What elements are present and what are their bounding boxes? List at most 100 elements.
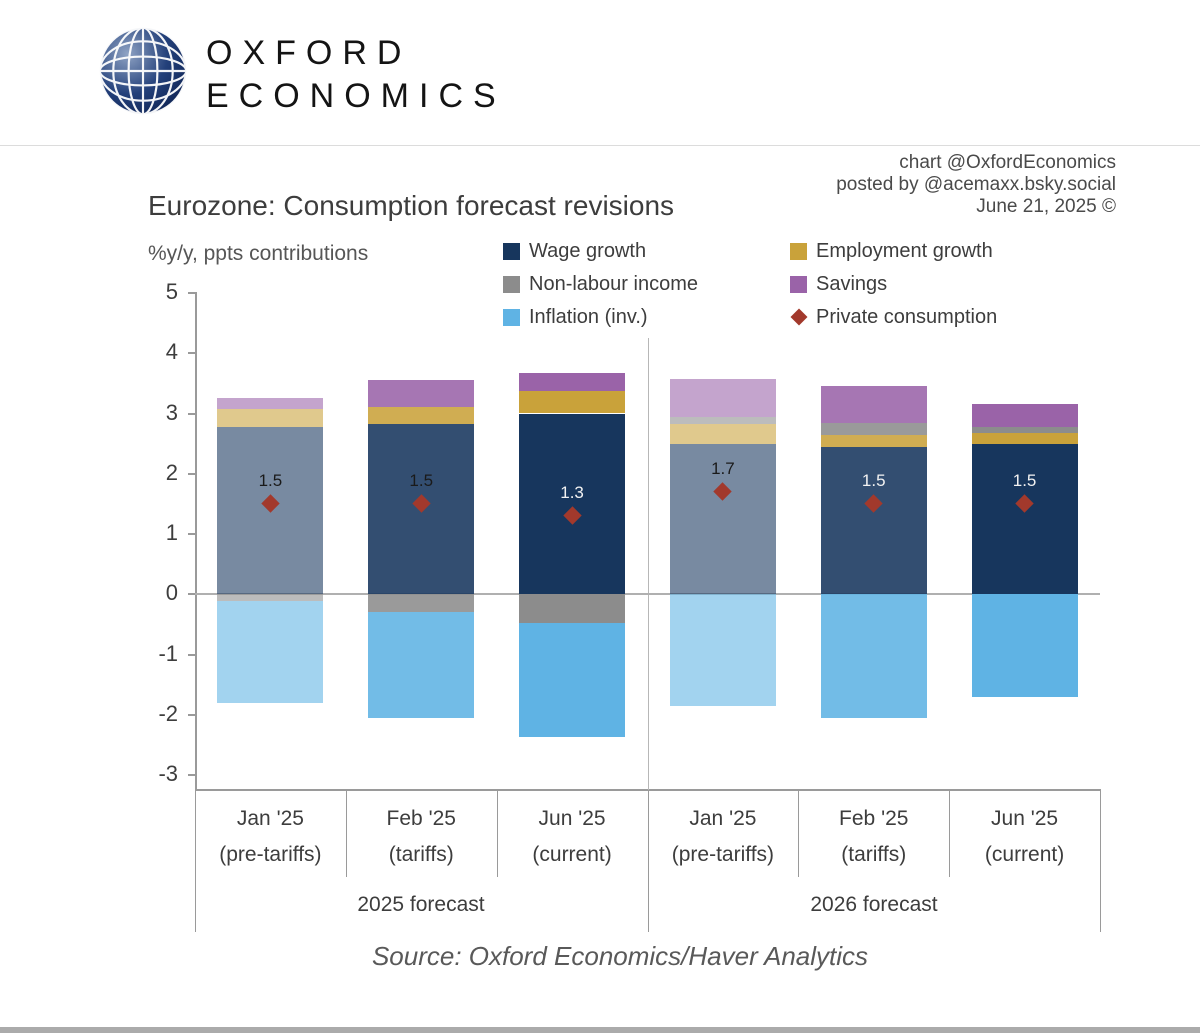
x-axis-separator [195, 790, 196, 932]
segment-savings [669, 378, 776, 417]
group-label-2025: 2025 forecast [357, 893, 485, 916]
brand-wordmark: OXFORD ECONOMICS [206, 32, 506, 118]
legend-label: Inflation (inv.) [529, 305, 648, 328]
x-axis-separator [647, 790, 649, 932]
segment-employment_growth [368, 407, 475, 424]
savings-swatch-icon [790, 275, 807, 293]
data-label: 1.7 [711, 458, 735, 478]
brand-line-2: ECONOMICS [206, 77, 506, 115]
x-axis-separator [345, 790, 347, 877]
group-label-2026: 2026 forecast [810, 893, 938, 916]
y-tick-label: 3 [165, 399, 178, 425]
segment-employment_growth [971, 432, 1078, 444]
segment-non_labour_income [971, 426, 1078, 433]
chart-title: Eurozone: Consumption forecast revisions [148, 190, 675, 221]
y-tick-label: -2 [158, 700, 178, 726]
segment-wage_growth [971, 443, 1078, 595]
y-tick-mark [188, 352, 196, 355]
legend-item-inflation: Inflation (inv.) [503, 306, 790, 328]
x-category-label: Jan '25 (pre-tariffs) [671, 807, 775, 866]
data-label: 1.5 [1012, 470, 1037, 490]
segment-non_labour_income [669, 416, 776, 424]
segment-inflation_inv [519, 622, 626, 738]
segment-inflation_inv [820, 594, 927, 718]
y-tick-label: 1 [165, 520, 178, 545]
y-tick-label: 0 [165, 580, 178, 606]
source-note: Source: Oxford Economics/Haver Analytics [371, 941, 869, 971]
y-tick-mark [188, 713, 196, 716]
attribution-line-3: June 21, 2025 © [976, 196, 1116, 217]
y-tick-mark [188, 533, 196, 535]
segment-employment_growth [820, 435, 927, 448]
legend-label: Employment growth [816, 239, 993, 262]
inflation-swatch-icon [503, 308, 520, 326]
oxford-economics-globe-logo [98, 26, 188, 116]
attribution: chart @OxfordEconomics posted by @acemax… [836, 152, 1116, 218]
x-category-label: Jan '25 (pre-tariffs) [219, 807, 322, 866]
x-axis-separator [949, 790, 951, 877]
segment-employment_growth [669, 423, 776, 444]
x-category-label: Feb '25 (tariffs) [839, 807, 909, 866]
y-tick-mark [188, 472, 196, 475]
y-axis-line [195, 292, 197, 790]
y-tick-label: -1 [158, 640, 178, 666]
employment-growth-swatch-icon [790, 242, 807, 260]
legend-item-employment-growth: Employment growth [790, 240, 997, 262]
segment-savings [368, 380, 475, 408]
y-tick-mark [188, 292, 196, 294]
y-tick-label: 2 [165, 459, 178, 485]
segment-employment_growth [217, 408, 324, 427]
data-label: 1.5 [409, 470, 434, 490]
legend-label: Wage growth [529, 239, 647, 262]
segment-non_labour_income [368, 594, 475, 613]
bottom-edge-bar [0, 1027, 1200, 1033]
legend-item-private-consumption: Private consumption [790, 306, 997, 328]
data-label: 1.3 [560, 482, 584, 502]
segment-wage_growth [820, 447, 927, 595]
data-label: 1.5 [258, 470, 283, 490]
y-tick-label: -3 [158, 761, 178, 786]
x-category-label: Jun '25 (current) [984, 807, 1065, 866]
y-tick-label: 5 [165, 279, 178, 304]
y-tick-mark [188, 653, 196, 656]
legend-label: Savings [816, 272, 888, 295]
y-tick-label: 4 [165, 339, 178, 365]
y-tick-mark [188, 593, 196, 596]
legend-item-savings: Savings [790, 273, 997, 295]
segment-savings [519, 372, 626, 391]
chart-subtitle: %y/y, ppts contributions [148, 242, 369, 265]
attribution-line-2: posted by @acemaxx.bsky.social [836, 174, 1116, 195]
segment-inflation_inv [669, 594, 776, 706]
segment-savings [820, 386, 927, 424]
legend-item-non-labour-income: Non-labour income [503, 273, 790, 295]
segment-savings [971, 403, 1078, 427]
x-axis-separator [496, 790, 498, 877]
data-label: 1.5 [861, 470, 886, 490]
zero-gridline [195, 593, 1100, 595]
brand-line-1: OXFORD [206, 34, 412, 72]
plot-area: 1.5 1.5 1.3 1.7 1.5 1.5 [195, 293, 1100, 775]
segment-savings [217, 398, 324, 409]
segment-wage_growth [669, 443, 776, 595]
segment-non_labour_income [217, 594, 324, 602]
legend: Wage growth Employment growth Non-labour… [503, 240, 997, 328]
group-divider-line [648, 338, 649, 790]
brand-header: OXFORD ECONOMICS [0, 0, 1200, 146]
legend-label: Non-labour income [529, 272, 698, 295]
segment-inflation_inv [217, 601, 324, 703]
segment-inflation_inv [971, 594, 1078, 697]
x-category-label: Jun '25 (current) [532, 807, 612, 866]
segment-non_labour_income [519, 594, 626, 623]
segment-employment_growth [519, 390, 626, 414]
legend-item-wage-growth: Wage growth [503, 240, 790, 262]
x-axis-separator [798, 790, 800, 877]
x-axis-separator [1100, 790, 1101, 932]
segment-inflation_inv [368, 612, 475, 718]
attribution-line-1: chart @OxfordEconomics [899, 152, 1116, 173]
y-tick-mark [188, 774, 196, 776]
y-tick-mark [188, 412, 196, 415]
segment-non_labour_income [820, 423, 927, 436]
segment-wage_growth [519, 413, 626, 595]
wage-growth-swatch-icon [503, 242, 520, 260]
